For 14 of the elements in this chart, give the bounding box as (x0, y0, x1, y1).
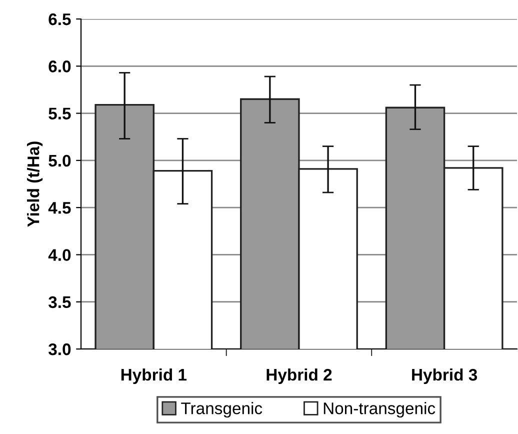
y-tick-label: 3.0 (48, 343, 71, 356)
y-tick-label: 5.5 (48, 108, 71, 120)
y-tick-label: 5.0 (48, 154, 71, 167)
legend-label: Non-transgenic (324, 402, 436, 418)
y-tick-label: 4.5 (48, 202, 71, 214)
x-tick-label: Hybrid 3 (412, 368, 478, 384)
y-tick-label: 4.0 (48, 249, 71, 261)
legend-label: Transgenic (181, 402, 262, 418)
y-tick-label: 6.5 (48, 13, 71, 26)
y-axis-title: Yield (t/Ha) (27, 142, 43, 227)
y-tick-label: 3.5 (48, 296, 71, 308)
x-tick-label: Hybrid 1 (121, 368, 187, 384)
y-tick-label: 6.0 (48, 60, 71, 72)
x-tick-label: Hybrid 2 (266, 368, 332, 384)
